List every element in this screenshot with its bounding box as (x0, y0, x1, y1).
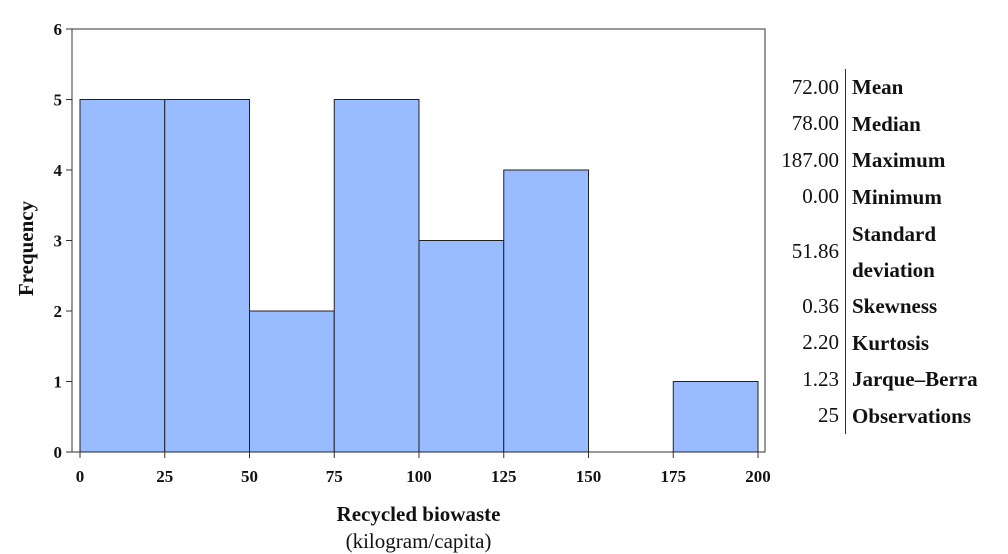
stat-value: 0.00 (770, 178, 846, 215)
stat-value: 25 (770, 397, 846, 434)
histogram-bar-2 (249, 310, 335, 453)
y-tick-label: 6 (54, 20, 63, 39)
stat-row-mean: 72.00 Mean (770, 69, 1006, 106)
histogram-bar-5 (503, 169, 589, 453)
histogram-bar-0 (79, 99, 166, 453)
stat-label: Kurtosis (852, 330, 930, 355)
stat-row-kurtosis: 2.20 Kurtosis (770, 324, 1006, 361)
y-tick-label: 2 (54, 302, 63, 321)
stat-label: Standard deviation (852, 221, 937, 282)
x-tick-label: 75 (326, 467, 343, 486)
stat-row-jarque-berra: 1.23 Jarque–Berra (770, 361, 1006, 398)
x-axis-title: Recycled biowaste (337, 502, 501, 526)
stat-value: 0.36 (770, 288, 846, 325)
stat-label: Median (852, 111, 921, 136)
x-tick-label: 175 (661, 467, 687, 486)
stat-label: Skewness (852, 294, 938, 319)
histogram-bar-7 (672, 381, 759, 453)
y-tick-label: 0 (54, 443, 63, 462)
y-tick-label: 5 (54, 91, 63, 110)
stat-label: Mean (852, 75, 904, 100)
stat-row-maximum: 187.00 Maximum (770, 142, 1006, 179)
stat-row-median: 78.00 Median (770, 105, 1006, 142)
stat-value: 187.00 (770, 142, 846, 179)
stat-row-observations: 25 Observations (770, 397, 1006, 434)
stat-label: Minimum (852, 184, 942, 209)
histogram-bar-4 (418, 240, 505, 453)
y-tick-label: 4 (54, 161, 63, 180)
statistics-table: 72.00 Mean 78.00 Median 187.00 Maximum 0.00 Min… (770, 69, 1006, 434)
stat-value: 51.86 (770, 215, 846, 288)
y-axis-title: Frequency (14, 200, 38, 296)
x-tick-label: 200 (745, 467, 771, 486)
histogram-bar-1 (164, 99, 250, 453)
y-tick-label: 3 (54, 232, 63, 251)
x-tick-label: 125 (491, 467, 517, 486)
stat-row-skewness: 0.36 Skewness (770, 288, 1006, 325)
x-tick-label: 100 (406, 467, 432, 486)
stat-label: Observations (852, 403, 972, 428)
stat-value: 1.23 (770, 361, 846, 398)
stat-value: 2.20 (770, 324, 846, 361)
stat-row-standard-deviation: 51.86 Standard deviation (770, 215, 1006, 288)
stat-label: Jarque–Berra (852, 367, 978, 392)
histogram-bar-3 (333, 99, 420, 453)
stat-row-minimum: 0.00 Minimum (770, 178, 1006, 215)
x-axis-subtitle: (kilogram/capita) (346, 529, 492, 553)
stat-value: 78.00 (770, 105, 846, 142)
stat-value: 72.00 (770, 69, 846, 106)
stat-label: Maximum (852, 148, 946, 173)
x-tick-label: 25 (156, 467, 173, 486)
x-tick-label: 150 (576, 467, 602, 486)
y-tick-label: 1 (54, 373, 63, 392)
x-tick-label: 0 (76, 467, 85, 486)
x-tick-label: 50 (241, 467, 258, 486)
